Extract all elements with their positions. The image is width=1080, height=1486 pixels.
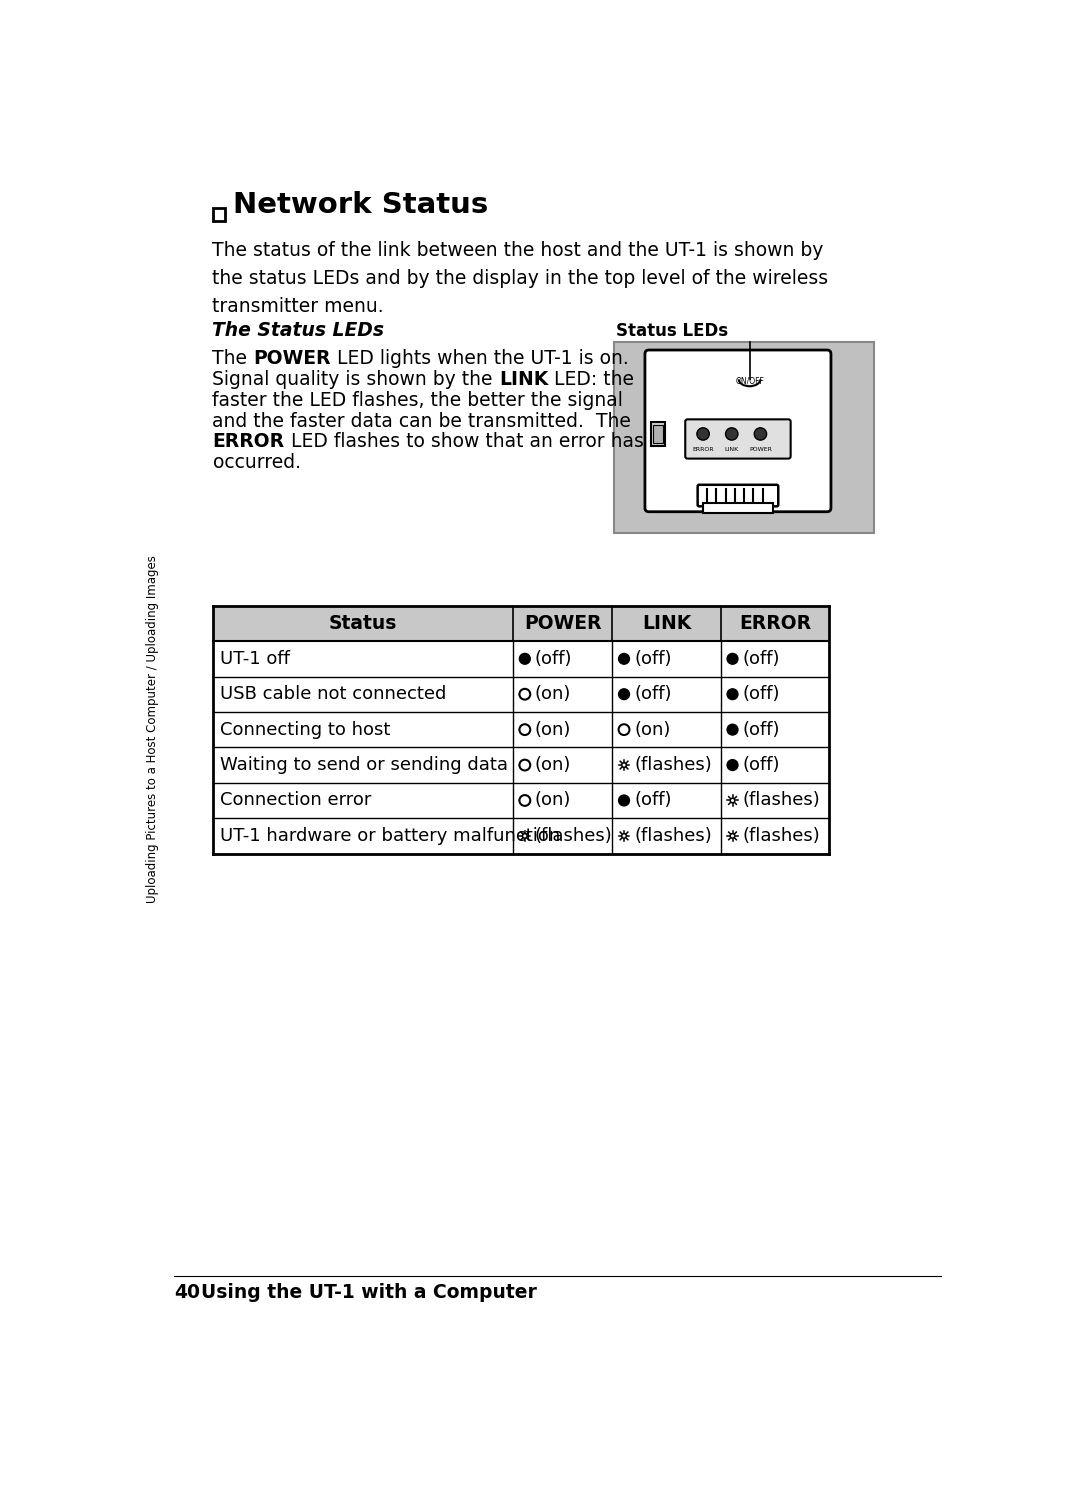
Text: (on): (on) (535, 685, 571, 703)
Text: (off): (off) (634, 792, 672, 810)
Circle shape (727, 690, 738, 700)
Bar (703, 504, 773, 513)
Text: and the faster data can be transmitted.  The: and the faster data can be transmitted. … (213, 412, 632, 431)
Text: The: The (213, 349, 254, 369)
Text: (on): (on) (535, 721, 571, 739)
Circle shape (519, 654, 530, 664)
Bar (213, 640, 829, 676)
Text: Network Status: Network Status (232, 192, 488, 218)
Text: LINK: LINK (725, 447, 739, 452)
Circle shape (727, 759, 738, 770)
Text: Connection error: Connection error (220, 792, 372, 810)
Bar (213, 712, 829, 747)
FancyBboxPatch shape (685, 419, 791, 459)
Text: ERROR: ERROR (739, 614, 811, 633)
Text: Signal quality is shown by the: Signal quality is shown by the (213, 370, 499, 389)
Text: (off): (off) (634, 685, 672, 703)
Text: POWER: POWER (524, 614, 602, 633)
Text: (flashes): (flashes) (634, 826, 712, 846)
Text: ON/OFF: ON/OFF (735, 376, 764, 385)
Text: Using the UT-1 with a Computer: Using the UT-1 with a Computer (201, 1284, 537, 1302)
Circle shape (726, 428, 738, 440)
Circle shape (697, 428, 710, 440)
Text: ERROR: ERROR (692, 447, 714, 452)
Text: (off): (off) (743, 649, 780, 667)
Circle shape (619, 690, 630, 700)
Circle shape (619, 795, 630, 805)
Text: occurred.: occurred. (213, 453, 300, 473)
Bar (651, 422, 665, 446)
Text: The Status LEDs: The Status LEDs (213, 321, 384, 340)
FancyBboxPatch shape (645, 351, 831, 511)
Text: (flashes): (flashes) (634, 756, 712, 774)
Text: (on): (on) (535, 792, 571, 810)
Text: Waiting to send or sending data: Waiting to send or sending data (220, 756, 509, 774)
Text: faster the LED flashes, the better the signal: faster the LED flashes, the better the s… (213, 391, 623, 410)
Bar (653, 425, 663, 443)
Text: (off): (off) (743, 721, 780, 739)
Text: Status LEDs: Status LEDs (616, 322, 728, 340)
Text: (off): (off) (743, 756, 780, 774)
Text: LED lights when the UT-1 is on.: LED lights when the UT-1 is on. (330, 349, 629, 369)
Text: (off): (off) (634, 649, 672, 667)
Text: POWER: POWER (254, 349, 330, 369)
Text: (flashes): (flashes) (743, 826, 821, 846)
Text: POWER: POWER (750, 447, 772, 452)
Text: LED: the: LED: the (549, 370, 634, 389)
Text: USB cable not connected: USB cable not connected (220, 685, 447, 703)
Text: ERROR: ERROR (213, 432, 285, 452)
Text: UT-1 off: UT-1 off (220, 649, 291, 667)
Bar (213, 208, 225, 220)
Text: (off): (off) (535, 649, 572, 667)
Circle shape (754, 428, 767, 440)
Text: (flashes): (flashes) (743, 792, 821, 810)
Bar (213, 819, 829, 853)
Text: (on): (on) (634, 721, 671, 739)
Circle shape (727, 654, 738, 664)
Text: LINK: LINK (499, 370, 549, 389)
Text: UT-1 hardware or battery malfunction: UT-1 hardware or battery malfunction (220, 826, 561, 846)
Text: LED flashes to show that an error has: LED flashes to show that an error has (285, 432, 644, 452)
Text: Status: Status (328, 614, 397, 633)
Text: (off): (off) (743, 685, 780, 703)
Text: 40: 40 (174, 1284, 200, 1302)
Text: Connecting to host: Connecting to host (220, 721, 391, 739)
Text: Uploading Pictures to a Host Computer / Uploading Images: Uploading Pictures to a Host Computer / … (146, 556, 159, 903)
FancyBboxPatch shape (698, 484, 779, 507)
Bar (613, 342, 874, 533)
Bar (213, 676, 829, 712)
Bar (213, 606, 829, 640)
Circle shape (619, 654, 630, 664)
Text: (on): (on) (535, 756, 571, 774)
Bar (213, 783, 829, 819)
Circle shape (727, 724, 738, 736)
Text: (flashes): (flashes) (535, 826, 612, 846)
Text: LINK: LINK (642, 614, 691, 633)
Text: The status of the link between the host and the UT-1 is shown by
the status LEDs: The status of the link between the host … (213, 241, 828, 317)
Bar (213, 747, 829, 783)
